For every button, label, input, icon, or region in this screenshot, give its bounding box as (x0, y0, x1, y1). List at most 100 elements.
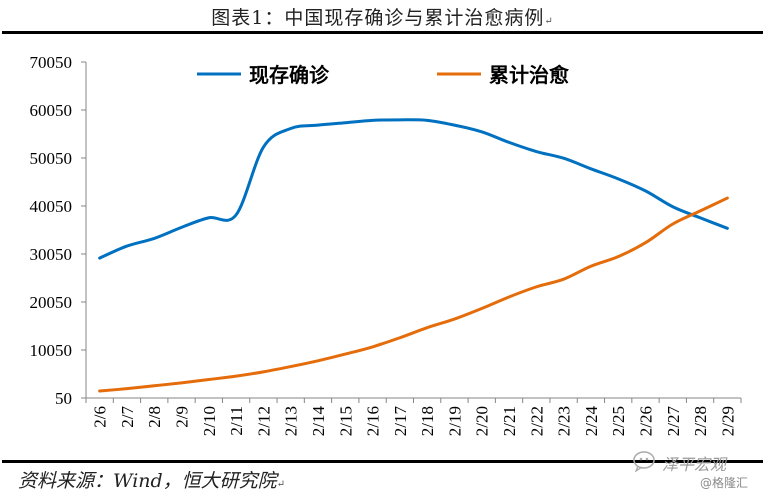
y-tick-label: 50 (55, 389, 72, 408)
y-tick-label: 10050 (30, 341, 73, 360)
x-tick-label: 2/9 (173, 406, 192, 428)
data-point (480, 130, 483, 133)
x-tick-label: 2/7 (118, 406, 137, 428)
x-tick-label: 2/8 (145, 406, 164, 428)
data-point (726, 197, 729, 200)
x-tick-label: 2/18 (418, 406, 437, 436)
data-point (180, 381, 183, 384)
source-note: 资料来源：Wind，恒大研究院↵ (18, 466, 285, 493)
data-point (316, 359, 319, 362)
data-point (562, 278, 565, 281)
data-point (262, 146, 265, 149)
line-chart: 50 10050 20050 30050 40050 50050 60050 70050 2/… (30, 53, 742, 437)
data-point (508, 295, 511, 298)
legend-label: 累计治愈 (489, 63, 570, 87)
y-tick-label: 70050 (30, 53, 73, 72)
chart-title: 图表1：中国现存确诊与累计治愈病例↵ (0, 3, 765, 30)
x-tick-label: 2/19 (445, 406, 464, 436)
data-point (699, 210, 702, 213)
data-point (508, 141, 511, 144)
data-point (726, 227, 729, 230)
x-tick-label: 2/20 (473, 406, 492, 436)
x-tick-label: 2/27 (664, 406, 683, 437)
wechat-icon (633, 451, 655, 472)
series-line-cumulative-cured (98, 196, 729, 393)
data-point (371, 119, 374, 122)
data-point (316, 124, 319, 127)
data-point (480, 307, 483, 310)
y-tick-label: 20050 (30, 293, 73, 312)
data-point (153, 384, 156, 387)
data-point (671, 223, 674, 226)
data-point (535, 285, 538, 288)
title-text: 图表1：中国现存确诊与累计治愈病例 (211, 7, 545, 29)
data-point (398, 336, 401, 339)
bottom-rule (2, 460, 763, 463)
data-point (453, 124, 456, 127)
data-point (289, 127, 292, 130)
x-tick-label: 2/26 (636, 406, 655, 436)
x-tick-label: 2/17 (391, 406, 410, 437)
x-tick-label: 2/16 (364, 406, 383, 436)
top-rule (2, 31, 763, 34)
data-point (617, 255, 620, 258)
x-tick-label: 2/15 (336, 406, 355, 436)
y-tick-label: 40050 (30, 197, 73, 216)
data-point (98, 257, 101, 260)
data-point (207, 378, 210, 381)
data-point (426, 326, 429, 329)
data-point (562, 157, 565, 160)
x-tick-label: 2/10 (200, 406, 219, 436)
data-point (344, 353, 347, 356)
data-point (235, 213, 238, 216)
x-tick-label: 2/29 (718, 406, 737, 436)
data-point (589, 265, 592, 268)
series-group (98, 118, 729, 393)
watermark-name: 泽平宏观 (662, 455, 727, 474)
data-point (344, 121, 347, 124)
data-point (699, 216, 702, 219)
source-text: 资料来源：Wind，恒大研究院 (18, 470, 277, 492)
return-mark: ↵ (276, 479, 286, 490)
series-line-current-confirmed (98, 118, 729, 260)
y-tick-label: 60050 (30, 101, 73, 120)
x-tick-label: 2/6 (91, 406, 110, 428)
data-point (235, 375, 238, 378)
data-point (262, 370, 265, 373)
y-tick-label: 30050 (30, 245, 73, 264)
x-tick-label: 2/21 (500, 406, 519, 436)
x-tick-label: 2/22 (527, 406, 546, 436)
x-tick-label: 2/13 (282, 406, 301, 436)
x-tick-label: 2/25 (609, 406, 628, 436)
data-point (98, 390, 101, 393)
watermark-handle: @格隆汇 (700, 476, 749, 490)
x-tick-label: 2/24 (582, 406, 601, 437)
legend: 现存确诊 累计治愈 (197, 63, 570, 87)
legend-label: 现存确诊 (249, 63, 330, 87)
x-tick-label: 2/28 (691, 406, 710, 436)
data-point (535, 150, 538, 153)
x-tick-label: 2/12 (254, 406, 273, 436)
x-tick-label: 2/11 (227, 406, 246, 436)
y-tick-label: 50050 (30, 149, 73, 168)
x-axis: 2/6 2/7 2/8 2/9 2/10 2/11 2/12 2/13 2/14 2/15 2/16… (85, 397, 742, 437)
data-point (589, 167, 592, 170)
data-point (207, 216, 210, 219)
data-point (180, 226, 183, 229)
data-point (125, 387, 128, 390)
data-point (617, 177, 620, 180)
data-point (644, 241, 647, 244)
x-tick-label: 2/23 (555, 406, 574, 436)
data-point (153, 237, 156, 240)
x-tick-label: 2/14 (309, 406, 328, 437)
y-axis: 50 10050 20050 30050 40050 50050 60050 70050 (30, 53, 87, 408)
data-point (453, 318, 456, 321)
data-point (371, 345, 374, 348)
return-mark: ↵ (544, 16, 554, 27)
data-point (644, 189, 647, 192)
data-point (289, 365, 292, 368)
data-point (671, 205, 674, 208)
data-point (398, 118, 401, 121)
data-point (426, 119, 429, 122)
data-point (125, 245, 128, 248)
